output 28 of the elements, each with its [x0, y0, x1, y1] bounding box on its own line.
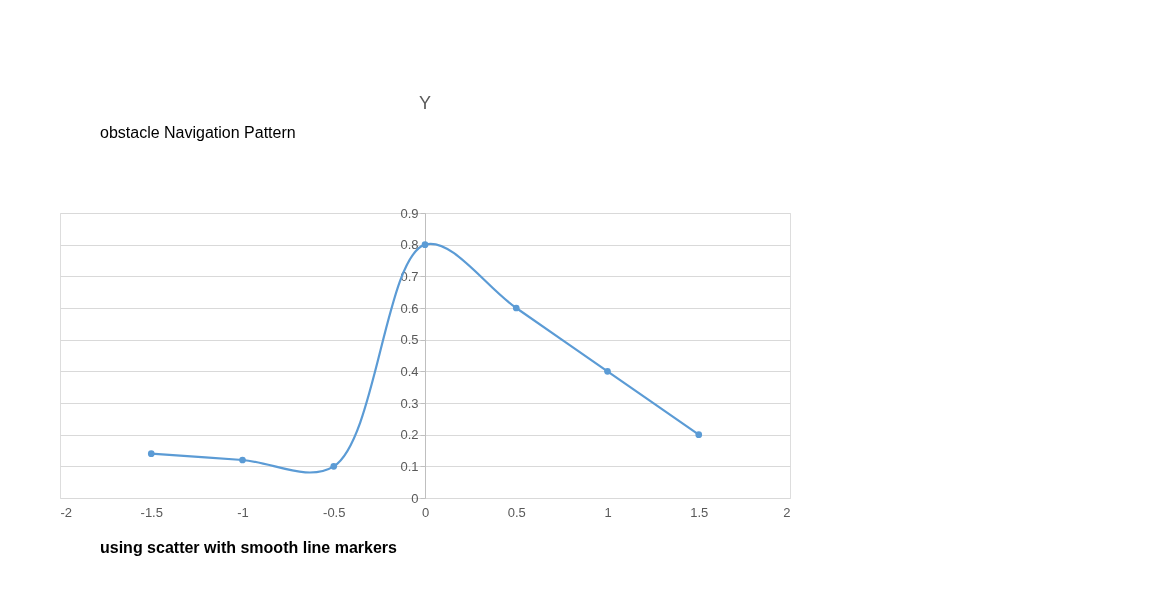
x-tick-label: 0 — [421, 504, 430, 520]
point — [695, 431, 703, 439]
point — [512, 304, 520, 312]
y-tick-label: 0.8 — [400, 237, 419, 253]
text: using scatter with smooth line markers — [100, 539, 398, 556]
x-tick-label: 1 — [604, 504, 612, 520]
x-tick-label: -1 — [237, 504, 249, 520]
y-tick-label: 0.2 — [400, 427, 419, 443]
x-tick-label: -0.5 — [323, 504, 346, 520]
x-tick-label: 2 — [783, 504, 791, 520]
x-tick-label: -2 — [60, 504, 73, 520]
text: obstacle Navigation Pattern — [100, 124, 296, 141]
y-tick-label: 0.1 — [400, 458, 419, 474]
y-tick-label: 0.3 — [400, 395, 419, 411]
y-tick-label: 0.9 — [400, 205, 419, 221]
point — [147, 450, 155, 458]
y-tick-label: 0.5 — [400, 332, 419, 348]
y-tick-label: 0.4 — [400, 363, 419, 379]
x-tick-label: -1.5 — [140, 504, 163, 520]
point — [421, 241, 429, 249]
x-tick-label: 1.5 — [690, 504, 709, 520]
y-tick-label: 0 — [411, 490, 419, 506]
point — [330, 462, 338, 470]
y-tick-label: 0.6 — [400, 300, 419, 316]
point — [239, 456, 246, 464]
point — [604, 367, 611, 375]
chart-title: Y — [418, 93, 432, 113]
x-tick-label: 0.5 — [507, 504, 526, 520]
